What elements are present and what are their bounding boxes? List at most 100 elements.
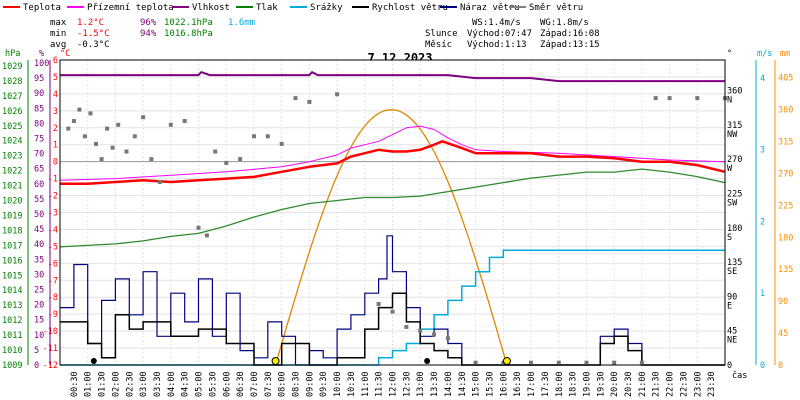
- tick-label-mm: 270: [778, 169, 793, 179]
- axis-unit-dir: °: [727, 49, 732, 59]
- tick-label-hpa: 1010: [2, 346, 22, 356]
- tick-label-mm: 90: [778, 297, 788, 307]
- tick-label-time: 14:30: [458, 371, 468, 397]
- wind-direction-point: [105, 126, 110, 131]
- tick-label-time: 03:00: [139, 371, 149, 397]
- wind-direction-point: [66, 126, 71, 131]
- stat-ws: WS:1.4m/s: [472, 18, 521, 28]
- wind-direction-point: [182, 119, 187, 123]
- tick-label-temperature: -2: [48, 192, 58, 202]
- tick-label-humidity: 15: [34, 316, 44, 326]
- tick-label-temperature: -8: [48, 293, 58, 303]
- axis-unit-hpa: hPa: [5, 49, 20, 59]
- tick-label-ms: 4: [760, 74, 765, 84]
- axis-unit-ms: m/s: [757, 49, 772, 59]
- tick-label-humidity: 75: [34, 135, 44, 145]
- tick-label-temperature: 4: [53, 90, 58, 100]
- tick-label-direction-degrees: 45: [727, 327, 737, 337]
- tick-label-hpa: 1017: [2, 241, 22, 251]
- tick-label-mm: 360: [778, 106, 793, 116]
- tick-label-hpa: 1013: [2, 301, 22, 311]
- wind-direction-point: [307, 99, 312, 104]
- tick-label-hpa: 1014: [2, 286, 22, 296]
- stat-sunset: Západ:16:08: [540, 29, 600, 39]
- tick-label-hpa: 1012: [2, 316, 22, 326]
- tick-label-temperature: -7: [48, 276, 58, 286]
- tick-label-humidity: 70: [34, 150, 44, 160]
- stat-max-temp: 1.2°C: [77, 18, 104, 28]
- tick-label-humidity: 80: [34, 119, 44, 129]
- legend-label-smer-vetru: Směr větru: [529, 3, 583, 13]
- tick-label-time: 09:30: [319, 371, 329, 397]
- tick-label-direction-name: S: [727, 233, 732, 243]
- tick-label-time: 12:30: [402, 371, 412, 397]
- tick-label-humidity: 0: [34, 361, 39, 371]
- wind-direction-point: [196, 225, 201, 230]
- tick-label-temperature: -5: [48, 242, 58, 252]
- wind-direction-point: [132, 134, 137, 139]
- tick-label-time: 07:00: [250, 371, 260, 397]
- wind-direction-point: [556, 360, 561, 365]
- legend-label-teplota: Teplota: [23, 3, 61, 13]
- tick-label-humidity: 25: [34, 286, 44, 296]
- tick-label-temperature: 2: [53, 124, 58, 134]
- tick-label-time: 20:30: [624, 371, 634, 397]
- tick-label-humidity: 55: [34, 195, 44, 205]
- wind-direction-point: [224, 160, 229, 165]
- tick-label-ms: 2: [760, 217, 765, 227]
- wind-direction-point: [418, 328, 423, 333]
- series-humidity: [60, 71, 725, 83]
- tick-label-mm: 315: [778, 138, 793, 148]
- tick-label-time: 12:00: [389, 371, 399, 397]
- sunset-marker: [502, 357, 511, 365]
- stat-max-press: 1022.1hPa: [164, 18, 213, 28]
- wind-direction-point: [141, 115, 146, 120]
- tick-label-direction-name: SW: [727, 198, 738, 208]
- tick-label-humidity: 45: [34, 225, 44, 235]
- plot-border: [59, 59, 726, 366]
- tick-label-time: 11:00: [361, 371, 371, 397]
- tick-label-direction-name: NE: [727, 336, 737, 346]
- stat-max-hum: 96%: [140, 18, 157, 28]
- tick-label-temperature: -6: [48, 259, 58, 269]
- tick-label-time: 08:00: [278, 371, 288, 397]
- tick-label-direction-name: E: [727, 301, 732, 311]
- tick-label-direction-degrees: 315: [727, 121, 742, 131]
- tick-label-hpa: 1024: [2, 137, 22, 147]
- tick-label-time: 23:30: [707, 371, 717, 397]
- tick-label-hpa: 1026: [2, 107, 22, 117]
- legend-label-naraz-vetru: Náraz větru: [460, 3, 520, 13]
- axis-unit-labels: hPa % °C ° m/s mm čas: [5, 49, 790, 381]
- tick-label-humidity: 60: [34, 180, 44, 190]
- stat-moonset: Západ:13:15: [540, 40, 600, 50]
- tick-label-temperature: -3: [48, 209, 58, 219]
- tick-label-temperature: -4: [48, 225, 58, 235]
- wind-direction-point: [501, 360, 506, 365]
- legend-label-vlhkost: Vlhkost: [192, 3, 230, 13]
- tick-label-time: 21:00: [638, 371, 648, 397]
- tick-label-humidity: 95: [34, 74, 44, 84]
- tick-label-hpa: 1018: [2, 226, 22, 236]
- tick-label-humidity: 90: [34, 89, 44, 99]
- tick-label-time: 00:30: [70, 371, 80, 397]
- wind-direction-point: [695, 96, 700, 101]
- tick-label-time: 06:30: [236, 371, 246, 397]
- tick-label-hpa: 1025: [2, 122, 22, 132]
- tick-label-time: 05:00: [195, 371, 205, 397]
- legend-label-prizemni-teplota: Přízemní teplota: [87, 3, 174, 13]
- tick-label-time: 22:30: [679, 371, 689, 397]
- stat-min-temp: -1.5°C: [77, 29, 110, 39]
- tick-label-ms: 0: [760, 361, 765, 371]
- wind-direction-point: [71, 119, 76, 123]
- series-temperature: [60, 140, 726, 185]
- wind-direction-point: [157, 180, 162, 184]
- wind-direction-point: [110, 145, 115, 150]
- axis-unit-pct: %: [39, 49, 44, 59]
- tick-label-direction-name: NW: [727, 130, 738, 140]
- tick-label-mm: 180: [778, 233, 793, 243]
- stat-moon-label: Měsíc: [425, 40, 452, 50]
- stat-min-label: min: [50, 29, 66, 39]
- axis-label-time: čas: [732, 370, 747, 381]
- stat-sun-label: Slunce: [425, 29, 458, 39]
- tick-label-time: 03:30: [153, 371, 163, 397]
